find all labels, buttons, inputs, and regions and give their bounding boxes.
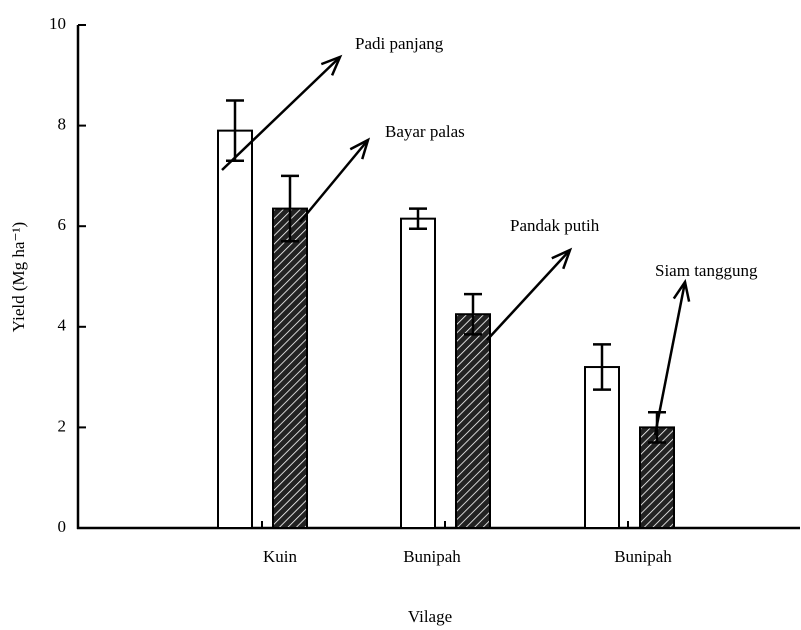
- x-tick-label: Bunipah: [403, 547, 461, 566]
- annotation: Pandak putih: [510, 216, 600, 235]
- arrow-head: [320, 54, 343, 76]
- y-tick-label: 0: [58, 517, 67, 536]
- annotation: Padi panjang: [355, 34, 444, 53]
- bar: [584, 366, 620, 530]
- annotation-arrow: [299, 139, 369, 223]
- arrow-head: [672, 278, 691, 302]
- y-tick-label: 10: [49, 14, 66, 33]
- y-axis-label: Yield (Mg ha⁻¹): [9, 222, 28, 332]
- x-axis-label: Vilage: [408, 607, 452, 626]
- bar: [272, 207, 308, 529]
- y-tick-label: 6: [58, 215, 67, 234]
- annotation-arrow: [221, 56, 341, 171]
- annotation-arrow: [653, 281, 687, 436]
- y-tick-label: 4: [58, 316, 67, 335]
- bar: [455, 313, 491, 529]
- arrow-head: [349, 137, 371, 160]
- bar: [217, 129, 253, 529]
- annotation: Bayar palas: [385, 122, 465, 141]
- arrow-head: [551, 247, 573, 270]
- annotation-arrow: [486, 249, 571, 341]
- x-tick-label: Bunipah: [614, 547, 672, 566]
- bar: [639, 426, 675, 529]
- y-tick-label: 2: [58, 416, 67, 435]
- bar: [400, 217, 436, 529]
- x-tick-label: Kuin: [263, 547, 298, 566]
- y-tick-label: 8: [58, 115, 67, 134]
- annotation: Siam tanggung: [655, 261, 758, 280]
